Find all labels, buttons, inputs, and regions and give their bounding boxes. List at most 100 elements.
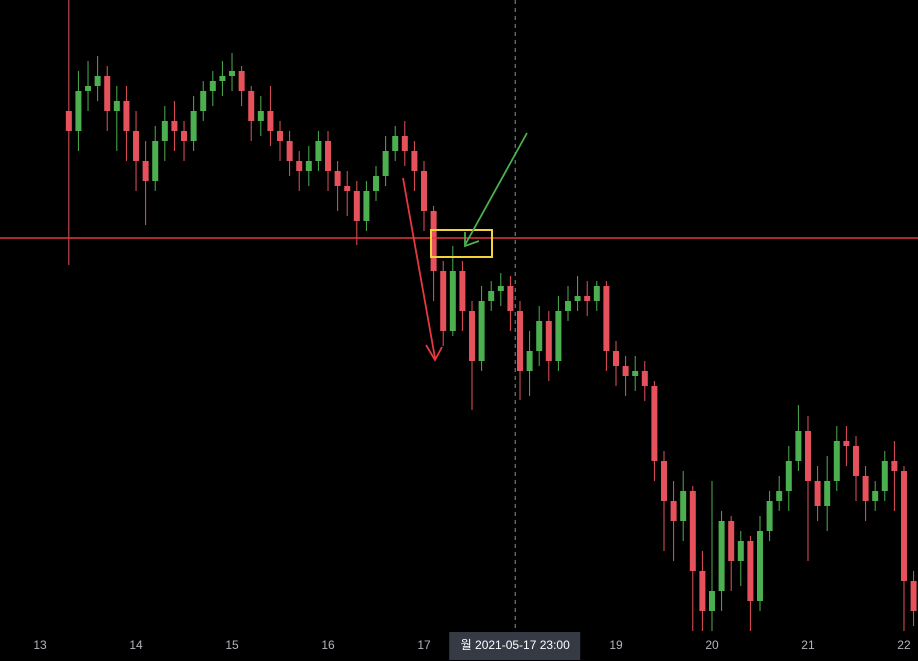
candle-body <box>344 186 351 191</box>
candle-body <box>526 351 533 371</box>
candle-body <box>373 176 380 191</box>
candle-body <box>680 491 687 521</box>
x-tick-label: 16 <box>321 638 335 652</box>
candle-body <box>881 461 888 491</box>
x-tick-label: 20 <box>705 638 719 652</box>
candle-body <box>401 136 408 151</box>
candle-body <box>181 131 188 141</box>
x-axis-labels: 13 14 15 16 17 19 20 21 22 <box>33 638 911 652</box>
candle-body <box>449 271 456 331</box>
candle-body <box>257 111 264 121</box>
candle-body <box>382 151 389 176</box>
red-arrow <box>402 177 443 362</box>
crosshair-label: 월 2021-05-17 23:00 <box>461 638 570 652</box>
candle-body <box>660 461 667 501</box>
candle-body <box>113 101 120 111</box>
candle-body <box>795 431 802 461</box>
candle-body <box>593 286 600 301</box>
candle-body <box>497 286 504 291</box>
highlight-box <box>430 229 493 258</box>
crosshair-label-box <box>449 632 581 660</box>
candle-body <box>478 301 485 361</box>
candle-body <box>248 91 255 121</box>
candle-body <box>843 441 850 446</box>
candle-body <box>94 76 101 86</box>
candle-body <box>334 171 341 186</box>
candle-body <box>641 371 648 386</box>
candle-body <box>190 111 197 141</box>
candle-body <box>421 171 428 211</box>
candle-body <box>833 441 840 481</box>
candle-body <box>785 461 792 491</box>
x-tick-label: 13 <box>33 638 47 652</box>
candle-body <box>75 91 82 131</box>
candle-body <box>430 211 437 271</box>
candle-body <box>612 351 619 366</box>
candle-body <box>488 291 495 301</box>
candle-body <box>392 136 399 151</box>
candle-body <box>555 311 562 361</box>
candle-body <box>123 101 130 131</box>
candle-body <box>459 271 466 311</box>
candle-body <box>891 461 898 471</box>
candle-body <box>315 141 322 161</box>
x-tick-label: 19 <box>609 638 623 652</box>
candle-body <box>536 321 543 351</box>
candle-body <box>161 121 168 141</box>
candle-body <box>708 591 715 611</box>
candle-body <box>142 161 149 181</box>
x-tick-label: 21 <box>801 638 815 652</box>
candle-body <box>200 91 207 111</box>
candle-body <box>603 286 610 351</box>
candle-body <box>85 86 92 91</box>
candle-body <box>296 161 303 171</box>
candle-body <box>363 191 370 221</box>
candle-body <box>852 446 859 476</box>
candle-body <box>267 111 274 131</box>
candle-body <box>65 111 72 131</box>
candle-body <box>565 301 572 311</box>
candle-body <box>756 531 763 601</box>
candle-body <box>670 501 677 521</box>
candle-body <box>238 71 245 91</box>
candle-body <box>277 131 284 141</box>
x-tick-label: 15 <box>225 638 239 652</box>
candle-body <box>411 151 418 171</box>
candle-body <box>353 191 360 221</box>
candle-body <box>651 386 658 461</box>
candle-body <box>689 491 696 571</box>
candle-body <box>171 121 178 131</box>
candle-body <box>872 491 879 501</box>
candle-body <box>747 541 754 601</box>
candle-body <box>152 141 159 181</box>
candle-body <box>229 71 236 76</box>
candle-body <box>584 296 591 301</box>
candle-body <box>862 476 869 501</box>
candle-body <box>814 481 821 506</box>
candle-body <box>632 371 639 376</box>
candle-body <box>622 366 629 376</box>
candle-body <box>900 471 907 581</box>
candle-body <box>517 311 524 371</box>
x-tick-label: 22 <box>897 638 911 652</box>
candle-body <box>209 81 216 91</box>
candle-body <box>766 501 773 531</box>
candle-body <box>776 491 783 501</box>
candle-body <box>545 321 552 361</box>
candle-body <box>286 141 293 161</box>
x-tick-label: 17 <box>417 638 431 652</box>
candle-body <box>574 296 581 301</box>
candle-body <box>718 521 725 591</box>
candle-body <box>305 161 312 171</box>
candle-body <box>219 76 226 81</box>
candle-body <box>507 286 514 311</box>
candle-body <box>325 141 332 171</box>
candle-body <box>910 581 917 611</box>
x-tick-label: 14 <box>129 638 143 652</box>
candle-body <box>104 76 111 111</box>
candle-body <box>133 131 140 161</box>
candle-body <box>469 311 476 361</box>
candle-body <box>728 521 735 561</box>
plot-area <box>0 0 918 631</box>
